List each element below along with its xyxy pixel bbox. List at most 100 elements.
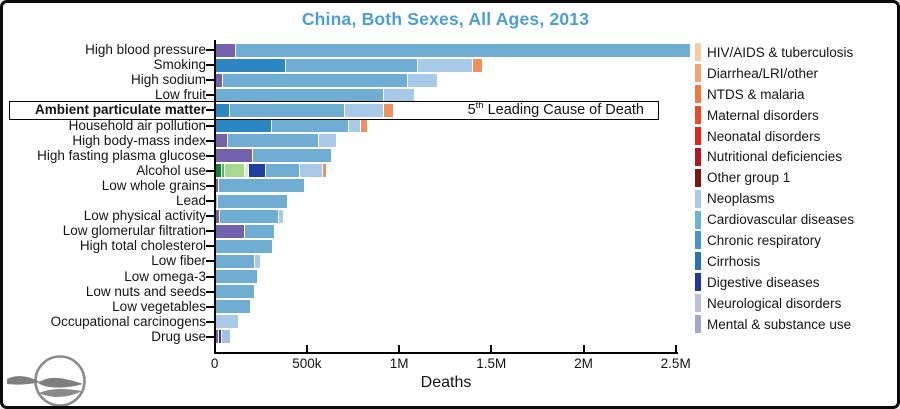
bar-segment-neoplasms: [384, 88, 415, 102]
row-label-high-body-mass-index: High body-mass index: [72, 132, 206, 148]
legend-swatch: [695, 85, 701, 104]
row-label-smoking: Smoking: [153, 57, 206, 73]
legend-swatch: [695, 273, 701, 292]
x-tick-label-0: 0: [210, 356, 219, 371]
bar-segment-purple: [216, 134, 229, 148]
bar-segment-neoplasms: [407, 73, 437, 87]
bar-segment-cardio: [216, 270, 257, 283]
bar-low-fiber: [216, 254, 260, 268]
bar-segment-navy: [248, 164, 267, 178]
row-label-low-fruit: Low fruit: [154, 87, 206, 103]
bar-segment-cardio: [216, 88, 385, 102]
bar-low-vegetables: [216, 300, 251, 314]
row-label-low-whole-grains: Low whole grains: [101, 177, 206, 193]
bar-segment-neoplasms: [216, 315, 239, 329]
y-tick: [206, 320, 214, 323]
legend-label: Diarrhea/LRI/other: [707, 65, 819, 81]
legend-label: Cardiovascular diseases: [707, 212, 855, 228]
globe-waves-logo-icon: [7, 355, 86, 406]
bar-segment-neoplasms: [319, 134, 337, 148]
legend-item-ntds-malaria: NTDS & malaria: [695, 84, 854, 105]
legend-label: HIV/AIDS & tuberculosis: [707, 44, 854, 60]
legend: HIV/AIDS & tuberculosis Diarrhea/LRI/othe…: [695, 42, 854, 334]
bar-segment-cardio: [272, 119, 349, 132]
bar-segment-mgreen: [221, 164, 226, 178]
bar-high-body-mass-index: [216, 134, 337, 148]
bar-segment-purple: [216, 330, 220, 344]
y-tick: [206, 139, 214, 142]
bar-segment-lgreen: [225, 164, 245, 178]
y-tick: [206, 94, 214, 97]
y-tick: [206, 64, 214, 67]
annotation-text: 5th Leading Cause of Death: [467, 100, 644, 118]
legend-item-diarrhea-lri-other: Diarrhea/LRI/other: [695, 63, 854, 84]
x-axis-line: [213, 352, 678, 354]
bar-segment-lri: [383, 103, 393, 117]
bar-low-glomerular-filtration: [216, 224, 274, 238]
y-tick: [206, 109, 214, 112]
legend-swatch: [695, 315, 701, 334]
y-tick: [206, 169, 214, 172]
bar-segment-cardio: [223, 73, 408, 87]
y-tick: [206, 154, 214, 157]
bar-segment-periwinkle: [221, 330, 230, 344]
bar-segment-cardio: [229, 103, 345, 117]
legend-label: Neonatal disorders: [707, 128, 821, 144]
x-tick-label-2-5m: 2.5M: [660, 356, 691, 371]
y-tick: [206, 200, 214, 202]
bar-high-total-cholesterol: [216, 239, 273, 253]
bar-segment-lri: [360, 119, 367, 132]
y-tick: [206, 49, 214, 51]
bar-segment-purple: [216, 224, 245, 238]
bar-ambient-particulate-matter: [216, 103, 393, 117]
bar-segment-neoplasms: [348, 119, 361, 132]
row-label-high-sodium: High sodium: [130, 72, 206, 88]
x-tick-label-500k: 500k: [292, 356, 322, 371]
bar-high-sodium: [216, 73, 437, 87]
y-tick: [206, 184, 214, 187]
legend-label: Neoplasms: [707, 191, 775, 207]
bar-segment-lavender: [216, 194, 218, 208]
bar-segment-purple: [216, 149, 254, 163]
row-label-low-omega-3: Low omega-3: [124, 268, 206, 284]
y-tick: [206, 124, 214, 127]
x-tick-label-1-5m: 1.5M: [476, 356, 507, 371]
x-tick: [398, 345, 401, 353]
bar-segment-purple: [216, 73, 223, 87]
legend-item-cardiovascular-diseases: Cardiovascular diseases: [695, 209, 854, 230]
legend-item-neonatal-disorders: Neonatal disorders: [695, 126, 854, 147]
bar-low-whole-grains: [216, 179, 304, 193]
bar-segment-cardio: [235, 43, 690, 57]
x-tick: [213, 345, 216, 353]
bar-smoking: [216, 58, 483, 72]
bar-household-air-pollution: [216, 119, 367, 132]
legend-label: Chronic respiratory: [707, 232, 822, 248]
bar-segment-cardio: [219, 209, 280, 223]
bar-segment-cardio: [228, 134, 320, 148]
chart-title: China, Both Sexes, All Ages, 2013: [301, 9, 590, 29]
legend-item-nutritional-deficiencies: Nutritional deficiencies: [695, 146, 854, 167]
x-axis-title: Deaths: [420, 374, 472, 391]
bar-low-nuts-and-seeds: [216, 285, 255, 299]
bar-segment-neoplasms: [344, 103, 384, 117]
legend-swatch: [695, 168, 701, 187]
row-label-ambient-particulate-matter: Ambient particulate matter: [34, 102, 206, 118]
row-label-alcohol-use: Alcohol use: [136, 162, 206, 178]
bar-high-fasting-plasma-glucose: [216, 149, 332, 163]
row-label-drug-use: Drug use: [151, 328, 206, 344]
x-tick: [582, 345, 585, 353]
legend-item-cirrhosis: Cirrhosis: [695, 251, 854, 272]
legend-label: Other group 1: [707, 170, 791, 186]
legend-label: Mental & substance use: [707, 316, 852, 332]
x-tick-label-1m: 1M: [389, 356, 409, 371]
legend-swatch: [695, 210, 701, 229]
legend-item-hiv-aids-tuberculosis: HIV/AIDS & tuberculosis: [695, 42, 854, 63]
legend-label: Nutritional deficiencies: [707, 149, 843, 165]
legend-item-neurological-disorders: Neurological disorders: [695, 293, 854, 314]
legend-label: Cirrhosis: [707, 253, 761, 269]
legend-swatch: [695, 252, 701, 271]
bar-drug-use: [216, 330, 230, 344]
legend-label: Maternal disorders: [707, 107, 819, 123]
bar-segment-navy: [219, 330, 222, 344]
